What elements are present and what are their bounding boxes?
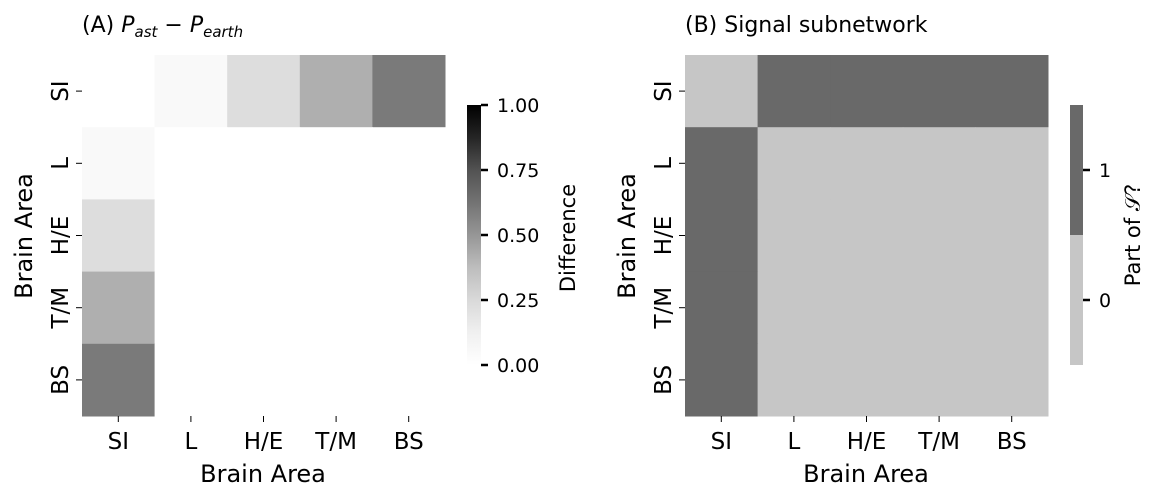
panel-a-title: (A) Past − Pearth (82, 13, 243, 41)
heatmap-a-cells (82, 55, 446, 417)
cell-BS-BS (975, 343, 1049, 417)
cell-BS-SI (82, 343, 156, 417)
colorbar-a-label: Difference (556, 184, 580, 292)
cell-H/E-SI (685, 199, 759, 273)
cell-SI-T/M (902, 55, 976, 128)
cell-BS-T/M (902, 343, 976, 417)
cell-L-T/M (299, 127, 373, 200)
cell-T/M-H/E (830, 271, 904, 345)
cell-BS-SI (685, 343, 759, 417)
cell-L-BS (372, 127, 446, 200)
cell-H/E-L (154, 199, 228, 273)
colorbar-a-tick-label: 0.25 (497, 290, 539, 312)
colorbar-b-tick-label: 1 (1099, 160, 1111, 182)
cell-L-L (757, 127, 831, 200)
cell-BS-H/E (227, 343, 301, 417)
y-axis-label-b: Brain Area (613, 173, 641, 299)
x-tick-label: SI (711, 429, 732, 455)
y-axis-label-a: Brain Area (10, 173, 38, 299)
cell-BS-T/M (299, 343, 373, 417)
y-tick-label: T/M (651, 287, 677, 330)
x-axis-label-b: Brain Area (803, 460, 929, 488)
y-tick-label: BS (48, 365, 74, 395)
cell-T/M-SI (82, 271, 156, 345)
cell-H/E-H/E (227, 199, 301, 273)
cell-H/E-H/E (830, 199, 904, 273)
heatmap-b-ticks: SI SI L L H/E H/E T/M T/M BS BS (651, 80, 1027, 455)
cell-SI-L (757, 55, 831, 128)
cell-SI-H/E (227, 55, 301, 128)
cell-T/M-BS (372, 271, 446, 345)
x-tick-label: BS (997, 429, 1027, 455)
y-tick-label: BS (651, 365, 677, 395)
y-tick-label: L (48, 157, 74, 170)
colorbar-a (467, 105, 481, 365)
panel-b: (B) Signal subnetwork SI SI L L H/E H/E T/M T/M… (613, 13, 1145, 488)
cell-L-BS (975, 127, 1049, 200)
y-tick-label: H/E (651, 216, 677, 256)
x-axis-label-a: Brain Area (200, 460, 326, 488)
cell-SI-SI (82, 55, 156, 128)
cell-L-L (154, 127, 228, 200)
heatmap-a-ticks: SI SI L L H/E H/E T/M T/M BS BS (48, 80, 424, 455)
cell-BS-H/E (830, 343, 904, 417)
panel-a: (A) Past − Pearth SI SI L L H/E H/E T/M T/M BS BS… (10, 13, 580, 488)
colorbar-b-segment-0 (1070, 235, 1083, 365)
cell-H/E-L (757, 199, 831, 273)
cell-T/M-T/M (902, 271, 976, 345)
colorbar-a-ticks: 0.00 0.25 0.50 0.75 1.00 (481, 95, 539, 377)
colorbar-a-tick-label: 0.00 (497, 355, 539, 377)
x-tick-label: L (184, 429, 197, 455)
cell-T/M-L (154, 271, 228, 345)
cell-BS-BS (372, 343, 446, 417)
cell-SI-L (154, 55, 228, 128)
y-tick-label: T/M (48, 287, 74, 330)
x-tick-label: BS (394, 429, 424, 455)
cell-L-H/E (227, 127, 301, 200)
y-tick-label: SI (48, 80, 74, 101)
cell-BS-L (154, 343, 228, 417)
colorbar-b-label: Part of 𝒮? (1121, 184, 1145, 286)
y-tick-label: L (651, 157, 677, 170)
cell-L-SI (685, 127, 759, 200)
heatmap-b-cells (685, 55, 1049, 417)
cell-T/M-L (757, 271, 831, 345)
cell-SI-BS (372, 55, 446, 128)
colorbar-a-tick-label: 0.50 (497, 225, 539, 247)
cell-H/E-BS (975, 199, 1049, 273)
x-tick-label: T/M (917, 429, 960, 455)
y-tick-label: H/E (48, 216, 74, 256)
cell-SI-BS (975, 55, 1049, 128)
cell-H/E-BS (372, 199, 446, 273)
y-tick-label: SI (651, 80, 677, 101)
cell-L-SI (82, 127, 156, 200)
panel-b-title: (B) Signal subnetwork (685, 13, 928, 38)
cell-SI-H/E (830, 55, 904, 128)
cell-SI-T/M (299, 55, 373, 128)
colorbar-b-tick-label: 0 (1099, 290, 1111, 312)
colorbar-a-tick-label: 1.00 (497, 95, 539, 117)
cell-SI-SI (685, 55, 759, 128)
x-tick-label: H/E (244, 429, 284, 455)
colorbar-b-segment-1 (1070, 105, 1083, 235)
cell-H/E-T/M (299, 199, 373, 273)
cell-T/M-H/E (227, 271, 301, 345)
cell-H/E-T/M (902, 199, 976, 273)
colorbar-a-tick-label: 0.75 (497, 160, 539, 182)
cell-L-H/E (830, 127, 904, 200)
cell-T/M-T/M (299, 271, 373, 345)
colorbar-b: 01 (1070, 105, 1111, 365)
cell-T/M-BS (975, 271, 1049, 345)
x-tick-label: T/M (314, 429, 357, 455)
cell-T/M-SI (685, 271, 759, 345)
x-tick-label: SI (108, 429, 129, 455)
cell-BS-L (757, 343, 831, 417)
cell-H/E-SI (82, 199, 156, 273)
x-tick-label: L (787, 429, 800, 455)
cell-L-T/M (902, 127, 976, 200)
x-tick-label: H/E (847, 429, 887, 455)
